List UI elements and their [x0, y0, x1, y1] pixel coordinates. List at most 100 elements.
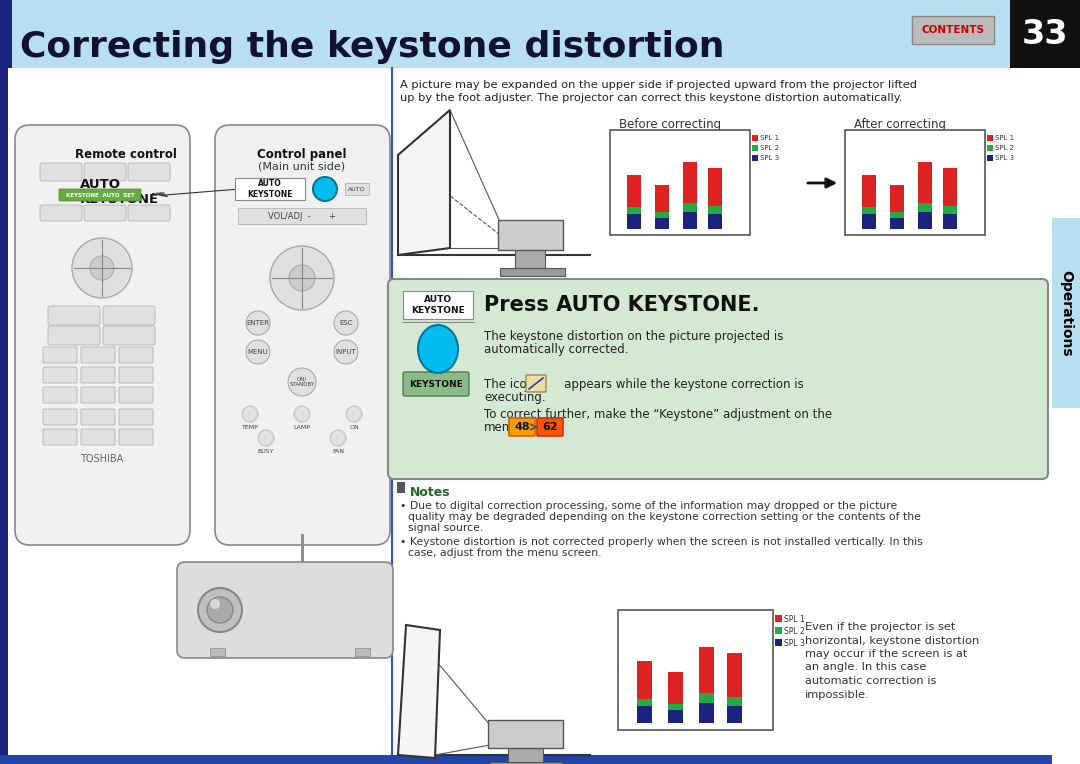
Text: ON: ON	[349, 425, 359, 430]
Circle shape	[246, 340, 270, 364]
Bar	[890, 185, 904, 212]
FancyBboxPatch shape	[129, 163, 170, 181]
Bar	[618, 610, 773, 730]
Bar	[890, 218, 904, 228]
Bar	[918, 212, 932, 228]
Bar	[943, 214, 957, 228]
Text: Operations: Operations	[1059, 270, 1074, 356]
Text: Press AUTO KEYSTONE.: Press AUTO KEYSTONE.	[484, 295, 759, 315]
FancyBboxPatch shape	[103, 326, 156, 345]
Text: SPL 3: SPL 3	[995, 155, 1014, 161]
Bar	[515, 250, 545, 270]
Bar	[918, 162, 932, 203]
Circle shape	[207, 597, 233, 623]
Text: case, adjust from the menu screen.: case, adjust from the menu screen.	[408, 548, 602, 558]
Bar	[775, 639, 782, 646]
Bar	[708, 206, 723, 214]
FancyBboxPatch shape	[43, 429, 77, 445]
FancyBboxPatch shape	[59, 189, 141, 201]
Ellipse shape	[418, 325, 458, 373]
Bar	[708, 168, 723, 206]
Text: LAMP: LAMP	[294, 425, 310, 430]
Text: SPL 3: SPL 3	[784, 639, 805, 648]
Circle shape	[334, 340, 357, 364]
Text: KEYSTONE: KEYSTONE	[409, 380, 463, 389]
FancyBboxPatch shape	[15, 125, 190, 545]
Text: After correcting: After correcting	[854, 118, 946, 131]
Circle shape	[242, 406, 258, 422]
Text: VOL/ADJ  -       +: VOL/ADJ - +	[268, 212, 336, 221]
Text: SPL 1: SPL 1	[995, 135, 1014, 141]
Bar	[500, 268, 565, 276]
Bar	[626, 175, 640, 208]
FancyBboxPatch shape	[84, 163, 126, 181]
FancyBboxPatch shape	[177, 562, 393, 658]
FancyBboxPatch shape	[84, 205, 126, 221]
Bar	[845, 130, 985, 235]
Text: • Due to digital correction processing, some of the information may dropped or t: • Due to digital correction processing, …	[400, 501, 897, 511]
Bar	[490, 762, 562, 764]
Text: an angle. In this case: an angle. In this case	[805, 662, 927, 672]
Text: automatic correction is: automatic correction is	[805, 676, 936, 686]
Circle shape	[72, 238, 132, 298]
Text: To correct further, make the “Keystone” adjustment on the: To correct further, make the “Keystone” …	[484, 408, 832, 421]
Text: up by the foot adjuster. The projector can correct this keystone distortion auto: up by the foot adjuster. The projector c…	[400, 93, 903, 103]
Bar	[918, 203, 932, 212]
Text: INPUT: INPUT	[336, 349, 356, 355]
Bar	[987, 145, 993, 151]
Bar	[699, 693, 714, 704]
Text: horizontal, keystone distortion: horizontal, keystone distortion	[805, 636, 980, 646]
Text: MENU: MENU	[247, 349, 268, 355]
FancyBboxPatch shape	[119, 429, 153, 445]
Bar	[667, 672, 684, 704]
Bar	[0, 0, 12, 68]
Bar	[667, 704, 684, 710]
Bar	[1010, 0, 1080, 68]
Bar	[775, 615, 782, 622]
Text: SPL 2: SPL 2	[760, 145, 779, 151]
Circle shape	[294, 406, 310, 422]
Circle shape	[288, 368, 316, 396]
Text: AUTO
KEYSTONE: AUTO KEYSTONE	[411, 296, 464, 315]
Text: 48: 48	[514, 422, 530, 432]
Polygon shape	[399, 110, 450, 255]
Text: may occur if the screen is at: may occur if the screen is at	[805, 649, 968, 659]
Circle shape	[90, 256, 114, 280]
Bar	[610, 130, 750, 235]
Bar	[508, 748, 543, 764]
FancyBboxPatch shape	[119, 367, 153, 383]
FancyBboxPatch shape	[48, 306, 100, 325]
Text: Correcting the keystone distortion: Correcting the keystone distortion	[21, 30, 725, 64]
Circle shape	[258, 430, 274, 446]
FancyBboxPatch shape	[81, 367, 114, 383]
Bar	[235, 178, 305, 200]
Bar	[775, 627, 782, 634]
Bar	[752, 145, 758, 151]
Text: (Main unit side): (Main unit side)	[258, 161, 346, 171]
Bar	[912, 16, 994, 44]
Bar	[238, 208, 366, 224]
Circle shape	[334, 311, 357, 335]
Bar	[636, 707, 652, 723]
Text: ESC: ESC	[339, 320, 353, 326]
FancyBboxPatch shape	[40, 163, 82, 181]
Bar	[683, 162, 697, 203]
Text: menu.: menu.	[484, 421, 522, 434]
Text: Remote control: Remote control	[75, 148, 177, 161]
Text: 62: 62	[542, 422, 557, 432]
FancyBboxPatch shape	[129, 205, 170, 221]
Text: executing.: executing.	[484, 391, 545, 404]
Bar	[727, 706, 742, 723]
Text: automatically corrected.: automatically corrected.	[484, 343, 629, 356]
Text: Before correcting: Before correcting	[619, 118, 721, 131]
Text: ON/
STANDBY: ON/ STANDBY	[289, 377, 314, 387]
Circle shape	[270, 246, 334, 310]
Text: AUTO
KEYSTONE: AUTO KEYSTONE	[247, 180, 293, 199]
Text: SPL 2: SPL 2	[995, 145, 1014, 151]
Bar	[667, 710, 684, 723]
Bar	[683, 203, 697, 212]
Text: FAN: FAN	[332, 449, 345, 454]
Text: SPL 2: SPL 2	[784, 626, 805, 636]
Bar	[699, 646, 714, 693]
Text: impossible.: impossible.	[805, 689, 869, 700]
